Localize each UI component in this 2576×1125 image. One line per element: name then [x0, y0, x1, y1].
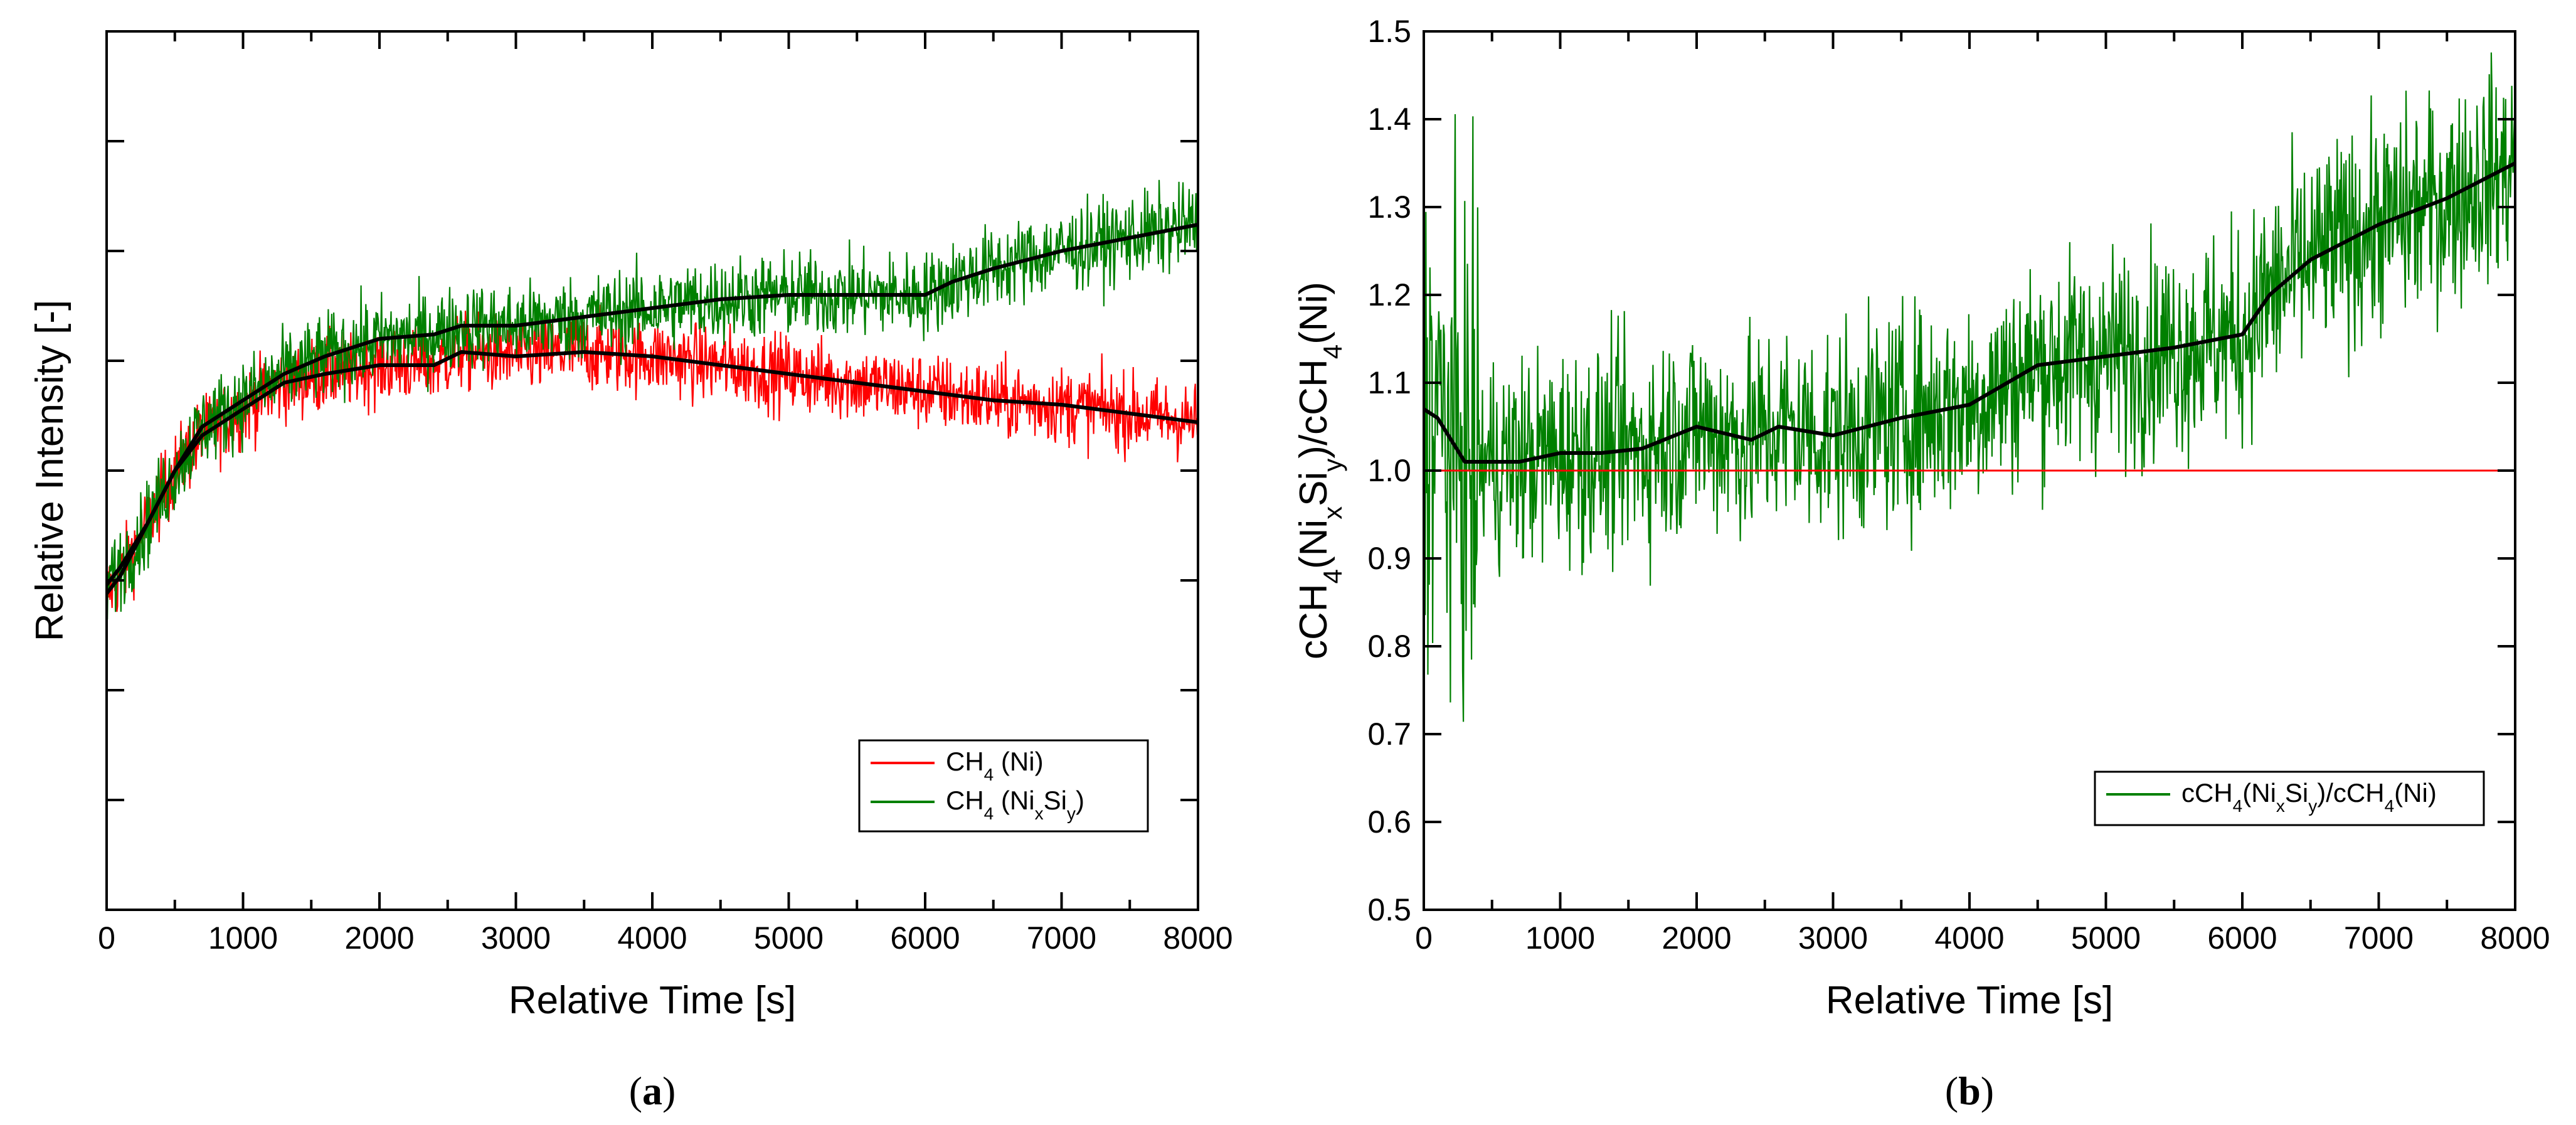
x-tick-label: 5000	[754, 920, 824, 956]
x-tick-label: 7000	[2344, 920, 2414, 956]
panel-a-x-axis-title: Relative Time [s]	[509, 979, 796, 1022]
legend-box	[858, 739, 1149, 833]
y-tick-label: 1.3	[1367, 189, 1411, 225]
panel-b-smoothed-lines	[1424, 161, 2515, 464]
x-tick-label: 3000	[481, 920, 551, 956]
panel-a-y-axis-title: Relative Intensity [-]	[28, 300, 72, 641]
x-tick-label: 0	[1415, 920, 1433, 956]
x-tick-label: 1000	[208, 920, 278, 956]
panel-b-axes: 0 1000 2000 3000 4000 5000 6000 7000 8000 0.5 0.6 0…	[1367, 14, 2550, 956]
panel-b-chart: 0 1000 2000 3000 4000 5000 6000 7000 8000 0.5 0.6 0…	[1292, 14, 2550, 1113]
x-tick-label: 2000	[1662, 920, 1731, 956]
panel-a-noise-traces	[107, 179, 1198, 620]
smoothed-line-1	[1424, 161, 2515, 464]
x-tick-label: 4000	[617, 920, 687, 956]
panel-b-label: (b)	[1945, 1069, 1994, 1113]
y-tick-label: 1.2	[1367, 277, 1411, 312]
panel-b-noise-traces	[1424, 52, 2515, 722]
panel-a-chart: 0 1000 2000 3000 4000 5000 6000 7000 8000 Relati…	[28, 30, 1233, 1113]
x-tick-label: 6000	[890, 920, 960, 956]
y-tick-label: 1.5	[1367, 14, 1411, 49]
x-tick-label: 4000	[1934, 920, 2004, 956]
panel-a-label: (a)	[629, 1069, 676, 1113]
y-tick-label: 0.5	[1367, 892, 1411, 927]
y-tick-label: 0.6	[1367, 804, 1411, 840]
panel-b-y-axis-title: cCH4(NixSiy)/cCH4(Ni)	[1292, 282, 1347, 659]
x-tick-label: 3000	[1798, 920, 1868, 956]
y-tick-label: 0.9	[1367, 541, 1411, 576]
x-tick-label: 5000	[2071, 920, 2141, 956]
panel-b-legend: cCH4(NixSiy)/cCH4(Ni)	[2094, 770, 2485, 826]
x-tick-label: 1000	[1525, 920, 1595, 956]
legend-entry: CH4 (NixSiy)	[946, 786, 1084, 823]
smoothed-line-2	[107, 223, 1198, 586]
x-tick-label: 0	[98, 920, 115, 956]
panel-b-x-axis-title: Relative Time [s]	[1826, 979, 2113, 1022]
noise-trace-1	[107, 304, 1198, 612]
legend-box	[2094, 770, 2485, 826]
y-tick-label: 1.0	[1367, 453, 1411, 488]
noise-trace-1	[1424, 52, 2515, 722]
legend-entry: CH4 (Ni)	[946, 747, 1044, 784]
x-tick-label: 7000	[1027, 920, 1096, 956]
smoothed-line-1	[107, 350, 1198, 595]
x-tick-label: 8000	[2480, 920, 2550, 956]
y-tick-label: 1.1	[1367, 365, 1411, 400]
panel-a-smoothed-lines	[107, 223, 1198, 595]
panel-a-axes: 0 1000 2000 3000 4000 5000 6000 7000 8000	[98, 30, 1233, 956]
y-tick-label: 0.7	[1367, 717, 1411, 752]
x-tick-label: 6000	[2207, 920, 2277, 956]
x-tick-label: 8000	[1163, 920, 1232, 956]
y-tick-label: 1.4	[1367, 102, 1411, 137]
panel-a-legend: CH4 (Ni)CH4 (NixSiy)	[858, 739, 1149, 833]
legend-entry: cCH4(NixSiy)/cCH4(Ni)	[2181, 778, 2437, 816]
y-tick-label: 0.8	[1367, 629, 1411, 664]
noise-trace-2	[107, 179, 1198, 620]
x-tick-label: 2000	[344, 920, 414, 956]
